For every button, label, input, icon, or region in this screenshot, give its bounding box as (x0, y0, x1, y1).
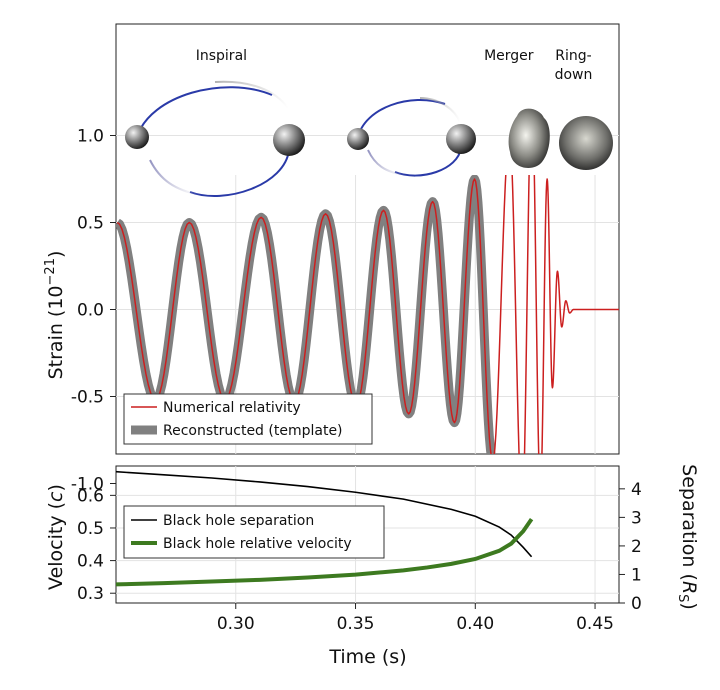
strain-tick-label-2: 0.0 (77, 301, 104, 321)
strain-legend: Numerical relativity Reconstructed (temp… (123, 393, 373, 445)
separation-axis-label: Separation (RS) (675, 464, 700, 610)
legend-label-velocity: Black hole relative velocity (163, 536, 352, 552)
final-black-hole (559, 116, 613, 170)
stage-label-1: Merger (484, 48, 534, 64)
legend-label-numerical-relativity: Numerical relativity (163, 400, 301, 416)
time-tick-label-3: 0.45 (576, 614, 614, 634)
black-hole-large-2 (446, 124, 476, 154)
time-axis-label: Time (s) (328, 646, 406, 668)
strain-y-ticks: 1.0 0.5 0.0 -0.5 -1.0 (71, 127, 116, 495)
strain-legend-box (123, 393, 373, 445)
velocity-tick-label-1: 0.5 (77, 519, 104, 539)
stage-label-3: down (555, 67, 593, 83)
inspiral-illustration-1 (125, 80, 305, 197)
velocity-axis-label: Velocity (c) (45, 484, 67, 590)
stage-label-2: Ring- (555, 48, 591, 64)
velocity-tick-label-3: 0.3 (77, 584, 104, 604)
strain-tick-label-1: 0.5 (77, 214, 104, 234)
merger-illustration (508, 108, 550, 168)
separation-tick-label-4: 0 (631, 594, 642, 614)
orbit-front-arc (136, 86, 273, 138)
orbit-back-arc-2-lower (367, 149, 406, 176)
strain-axis-label: Strain (10−21) (43, 251, 67, 380)
time-x-ticks: 0.30 0.35 0.40 0.45 (217, 603, 614, 634)
merging-black-holes (508, 108, 550, 168)
black-hole-large (273, 124, 305, 156)
strain-tick-label-4: -1.0 (71, 475, 104, 495)
time-tick-label-2: 0.40 (456, 614, 494, 634)
black-hole-small (125, 125, 149, 149)
time-tick-label-1: 0.35 (337, 614, 375, 634)
stage-labels: Inspiral Merger Ring-down (196, 48, 593, 83)
orbit-fade-arc-2 (419, 97, 461, 123)
stage-label-0: Inspiral (196, 48, 247, 64)
velocity-legend-box (123, 505, 385, 559)
separation-curve (116, 470, 533, 558)
orbit-front-arc-lower (189, 149, 290, 197)
strain-panel: 1.0 0.5 0.0 -0.5 -1.0 Strain (10−21) Inspira… (43, 23, 620, 495)
legend-label-separation: Black hole separation (163, 513, 314, 529)
legend-label-template: Reconstructed (template) (163, 423, 343, 439)
velocity-tick-label-0: 0.6 (77, 486, 104, 506)
strain-tick-label-3: -0.5 (71, 388, 104, 408)
orbit-fade-arc (214, 80, 289, 109)
separation-tick-label-2: 2 (631, 537, 642, 557)
velocity-y-ticks: 0.6 0.5 0.4 0.3 (77, 486, 116, 604)
velocity-legend: Black hole separation Black hole relativ… (123, 505, 385, 559)
numerical-relativity-curve (116, 175, 619, 454)
velocity-tick-label-2: 0.4 (77, 552, 104, 572)
velocity-curve (116, 518, 534, 587)
velocity-separation-panel: 0.6 0.5 0.4 0.3 4 3 2 1 0 0.30 0.35 0.40 0.45 Blac… (45, 464, 700, 668)
orbit-front-arc-2 (357, 99, 446, 138)
separation-tick-label-0: 4 (631, 480, 642, 500)
separation-y-ticks: 4 3 2 1 0 (619, 480, 642, 614)
separation-tick-label-3: 1 (631, 565, 642, 585)
ringdown-illustration (559, 116, 613, 170)
inspiral-illustration-2 (347, 97, 476, 177)
black-hole-small-2 (347, 128, 369, 150)
time-tick-label-0: 0.30 (217, 614, 255, 634)
orbit-back-arc-lower (149, 159, 201, 196)
strain-tick-label-0: 1.0 (77, 127, 104, 147)
separation-tick-label-1: 3 (631, 508, 642, 528)
